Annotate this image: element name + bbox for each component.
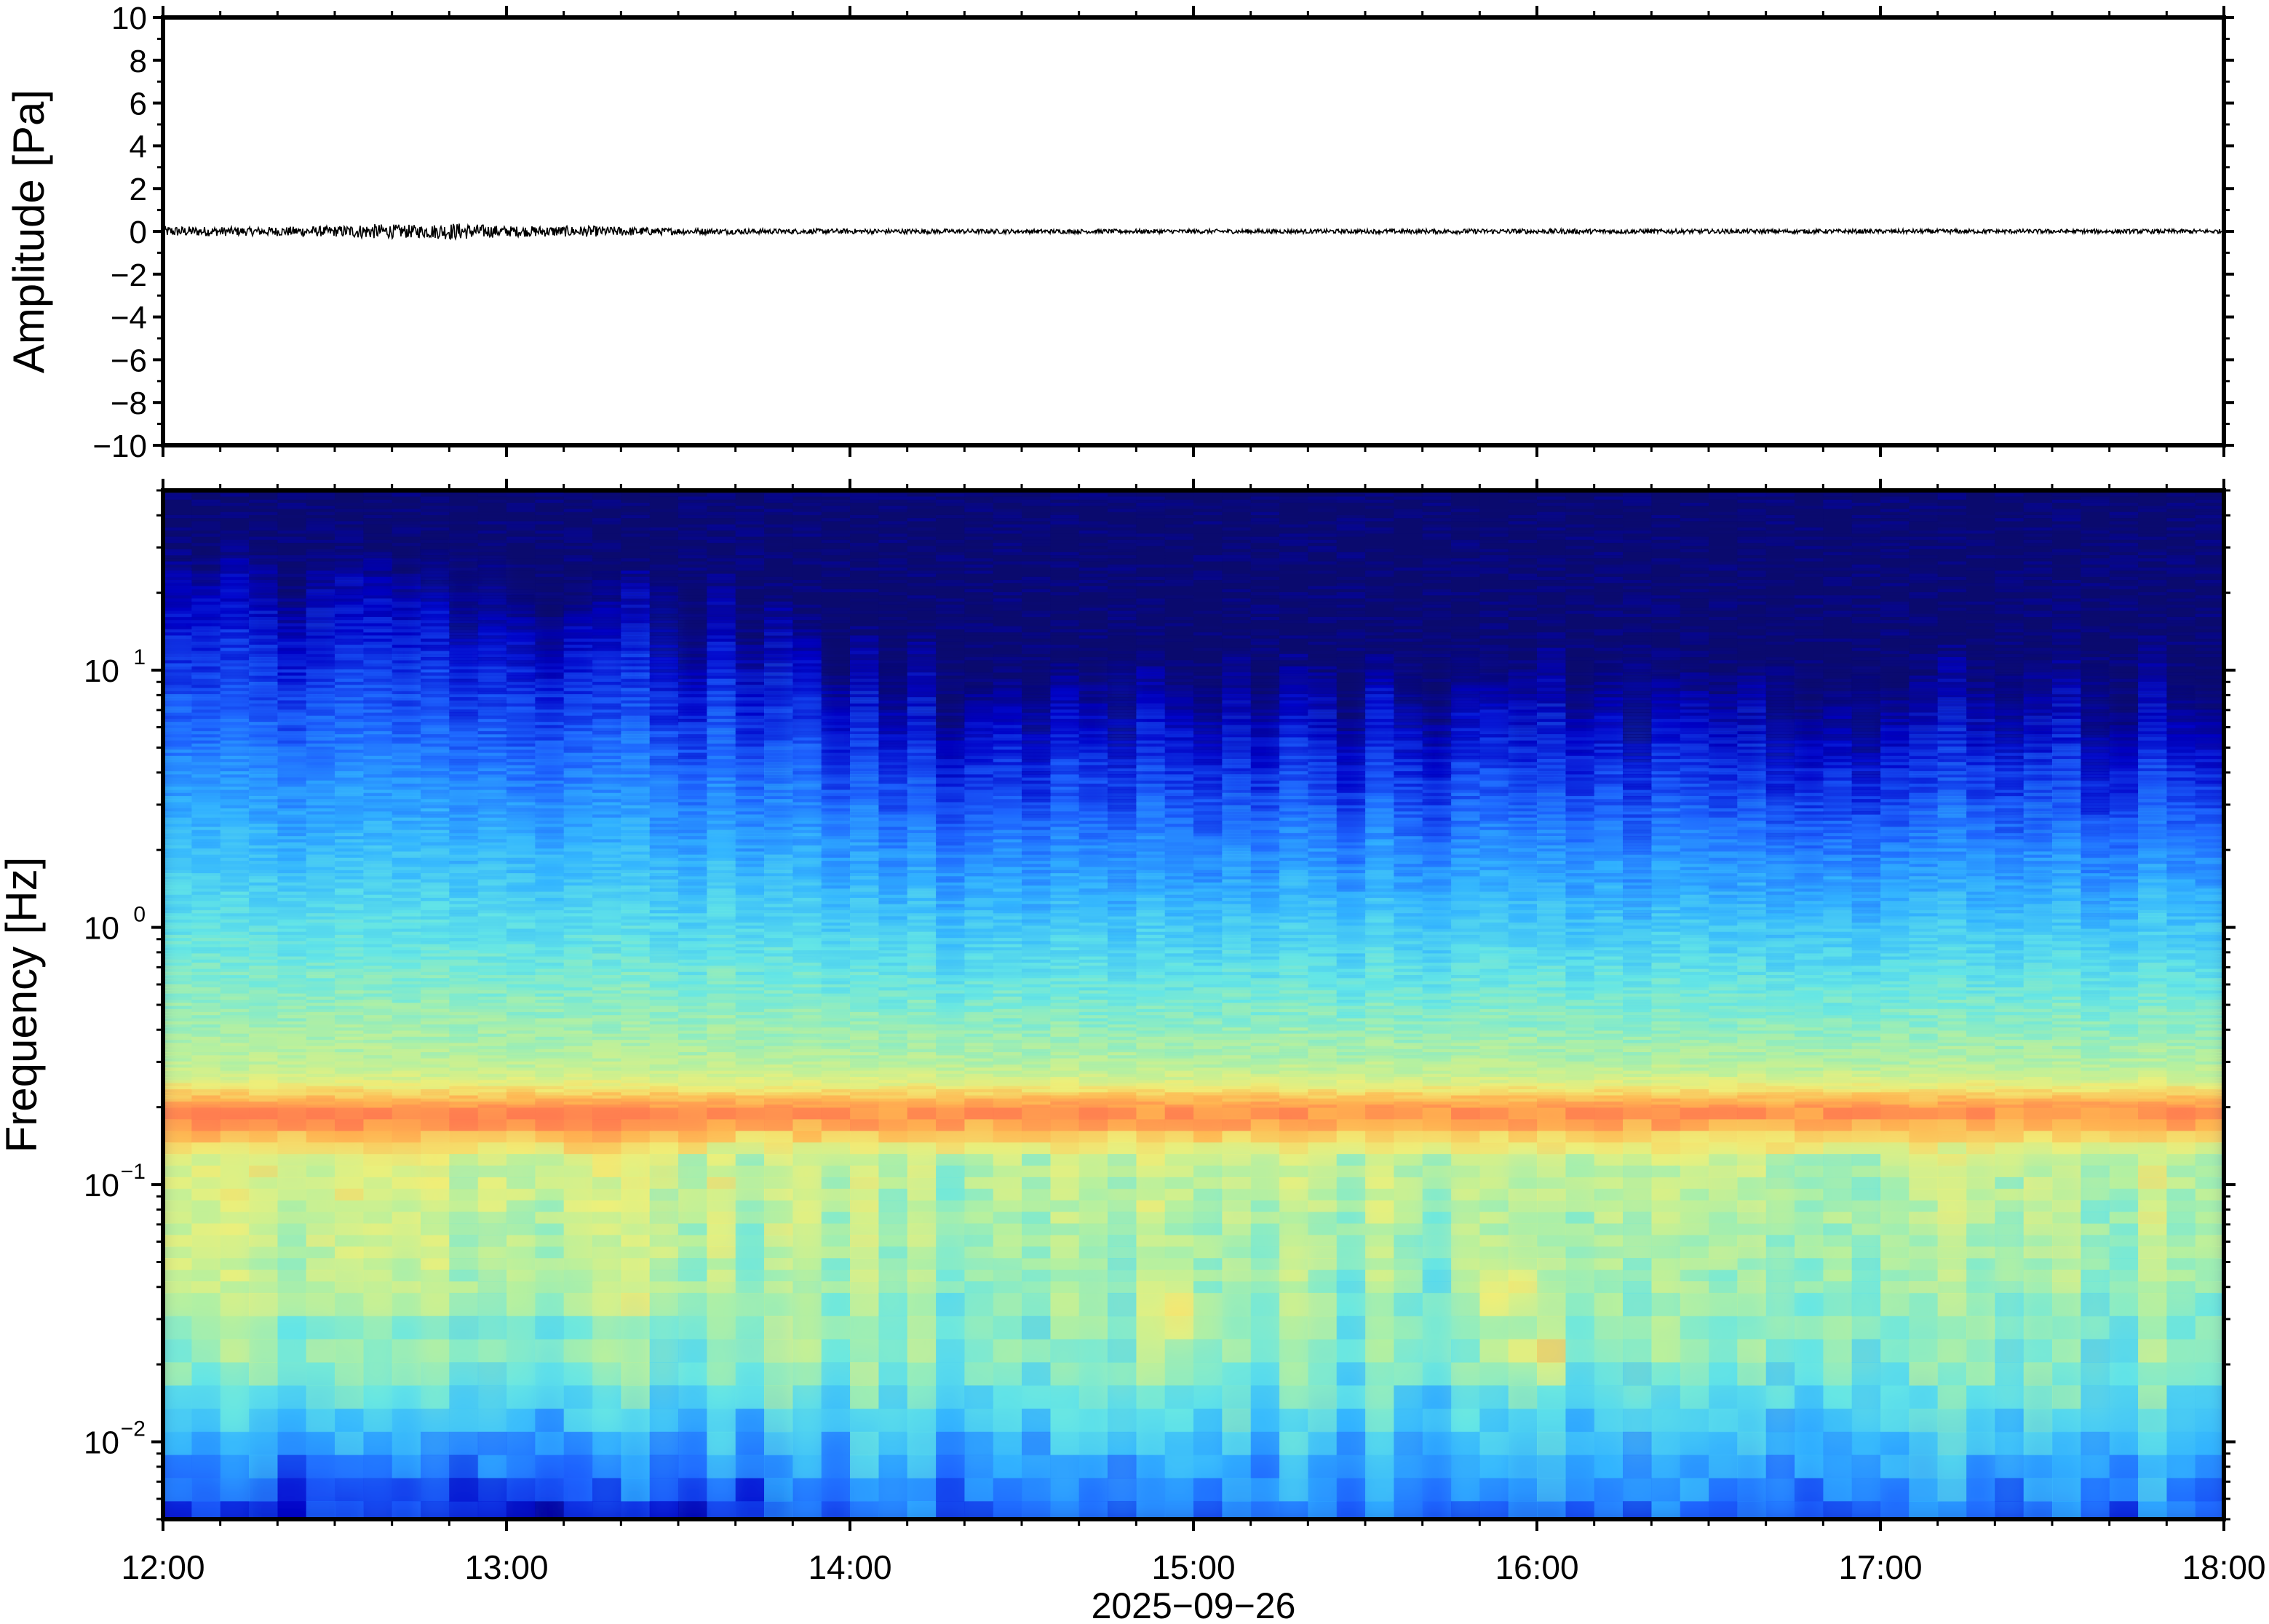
waveform-y-axis-label: Amplitude [Pa] <box>4 89 53 373</box>
waveform-y-tick-label: 2 <box>130 172 147 207</box>
waveform-y-tick-label: −6 <box>111 343 147 378</box>
waveform-y-tick-label: 0 <box>130 215 147 250</box>
waveform-y-tick-label: −10 <box>92 429 147 464</box>
waveform-y-tick-label: 8 <box>130 44 147 79</box>
waveform-y-tick-label: −4 <box>111 300 147 336</box>
waveform-y-tick-label: 4 <box>130 129 147 164</box>
waveform-trace <box>163 223 2224 242</box>
waveform-y-tick-label: −8 <box>111 386 147 421</box>
waveform-y-ticks: 10 8 6 4 2 0 −2 −4 −6 −8 −10 <box>92 1 2234 464</box>
waveform-y-tick-label: 6 <box>130 87 147 122</box>
waveform-y-tick-label: −2 <box>111 258 147 293</box>
waveform-x-ticks <box>162 6 2225 457</box>
waveform-y-tick-label: 10 <box>111 1 147 36</box>
waveform-line <box>163 223 2224 242</box>
waveform-panel: 10 8 6 4 2 0 −2 −4 −6 −8 −10 Amplitude [Pa] <box>4 1 2234 464</box>
